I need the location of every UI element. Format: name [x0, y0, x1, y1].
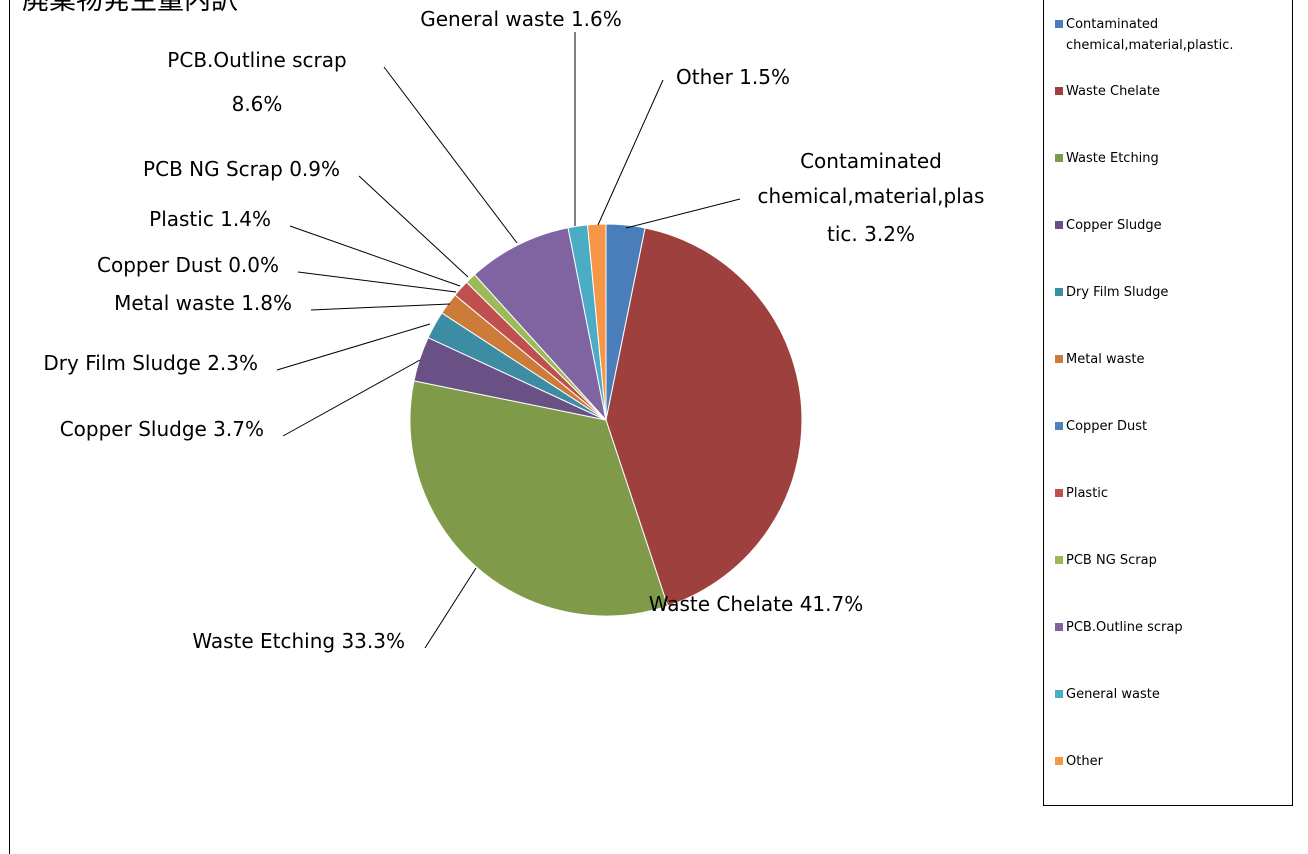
data-label: Dry Film Sludge 2.3% [43, 351, 258, 375]
data-label: 8.6% [232, 92, 283, 116]
legend-swatch [1055, 556, 1063, 564]
data-label: Copper Sludge 3.7% [60, 417, 264, 441]
legend-swatch [1055, 757, 1063, 765]
leader-line [297, 271, 457, 293]
pie-slices [409, 223, 803, 617]
pie-slice [587, 223, 607, 421]
leader-line [276, 323, 431, 371]
legend-label: Plastic [1066, 486, 1109, 501]
legend-item: Other [1055, 751, 1281, 772]
data-label: PCB NG Scrap 0.9% [143, 157, 340, 181]
data-labels: Contaminated chemical,material,plas tic. 3… [43, 7, 984, 653]
legend-item: PCB NG Scrap [1055, 550, 1281, 571]
legend-swatch [1055, 221, 1063, 229]
legend-swatch [1055, 690, 1063, 698]
legend-item: Dry Film Sludge [1055, 282, 1281, 303]
leader-line [383, 66, 518, 244]
legend-swatch [1055, 489, 1063, 497]
legend-label: Metal waste [1066, 352, 1145, 367]
legend-item: Waste Chelate [1055, 81, 1281, 102]
data-label: PCB.Outline scrap [167, 48, 346, 72]
legend-label: Other [1066, 754, 1103, 769]
data-label: Copper Dust 0.0% [97, 253, 279, 277]
data-label: Plastic 1.4% [149, 207, 271, 231]
pie-slice [605, 227, 803, 607]
legend-item: Copper Sludge [1055, 215, 1281, 236]
legend-swatch [1055, 623, 1063, 631]
leader-line [310, 303, 451, 311]
data-label: General waste 1.6% [420, 7, 622, 31]
data-label: tic. 3.2% [827, 222, 915, 246]
leader-line [282, 359, 421, 437]
legend-item: Contaminated chemical,material,plastic. [1055, 14, 1281, 56]
legend-item: Waste Etching [1055, 148, 1281, 169]
legend-label: PCB.Outline scrap [1066, 620, 1183, 635]
legend-label: Contaminated chemical,material,plastic. [1066, 17, 1234, 53]
legend-item: General waste [1055, 684, 1281, 705]
leader-line [597, 79, 664, 226]
data-label: Other 1.5% [676, 65, 790, 89]
leader-line [424, 567, 477, 649]
legend-item: Copper Dust [1055, 416, 1281, 437]
legend-label: PCB NG Scrap [1066, 553, 1157, 568]
pie-slice [409, 380, 669, 617]
data-label: Metal waste 1.8% [114, 291, 292, 315]
data-label: Contaminated [800, 149, 942, 173]
legend-item: Plastic [1055, 483, 1281, 504]
legend-label: General waste [1066, 687, 1160, 702]
legend-swatch [1055, 422, 1063, 430]
legend-item: Metal waste [1055, 349, 1281, 370]
legend-label: Copper Sludge [1066, 218, 1162, 233]
pie-chart: Contaminated chemical,material,plas tic. 3… [43, 7, 984, 653]
data-label: Waste Chelate 41.7% [649, 592, 863, 616]
leader-line [289, 225, 461, 287]
leader-line [625, 198, 741, 229]
legend-swatch [1055, 288, 1063, 296]
legend-swatch [1055, 87, 1063, 95]
legend-swatch [1055, 20, 1063, 28]
chart-title: 廃棄物発生量内訳 [22, 0, 238, 16]
data-label: chemical,material,plas [758, 184, 985, 208]
data-label: Waste Etching 33.3% [192, 629, 405, 653]
legend-swatch [1055, 355, 1063, 363]
pie-slice [473, 227, 607, 422]
leader-line [358, 175, 469, 278]
legend-label: Dry Film Sludge [1066, 285, 1169, 300]
legend-label: Waste Etching [1066, 151, 1159, 166]
chart-area-border [9, 0, 10, 854]
legend-item: PCB.Outline scrap [1055, 617, 1281, 638]
legend-label: Waste Chelate [1066, 84, 1160, 99]
legend-label: Copper Dust [1066, 419, 1148, 434]
legend: Contaminated chemical,material,plastic. … [1043, 0, 1293, 806]
legend-swatch [1055, 154, 1063, 162]
